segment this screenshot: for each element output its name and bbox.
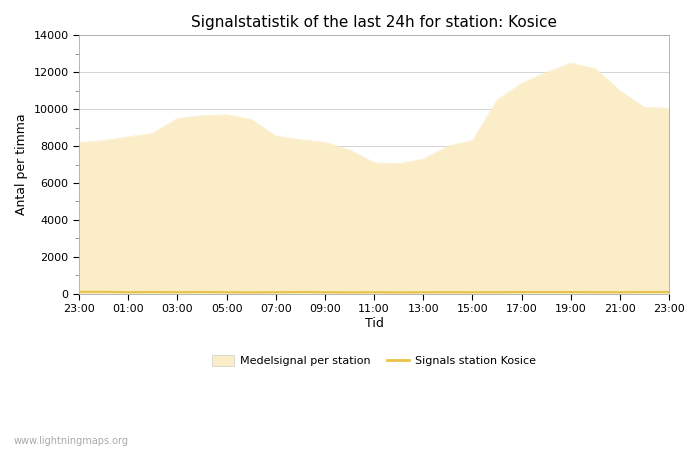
Title: Signalstatistik of the last 24h for station: Kosice: Signalstatistik of the last 24h for stat… bbox=[191, 15, 557, 30]
Text: www.lightningmaps.org: www.lightningmaps.org bbox=[14, 436, 129, 446]
X-axis label: Tid: Tid bbox=[365, 317, 384, 330]
Y-axis label: Antal per timma: Antal per timma bbox=[15, 114, 28, 215]
Legend: Medelsignal per station, Signals station Kosice: Medelsignal per station, Signals station… bbox=[208, 351, 540, 371]
